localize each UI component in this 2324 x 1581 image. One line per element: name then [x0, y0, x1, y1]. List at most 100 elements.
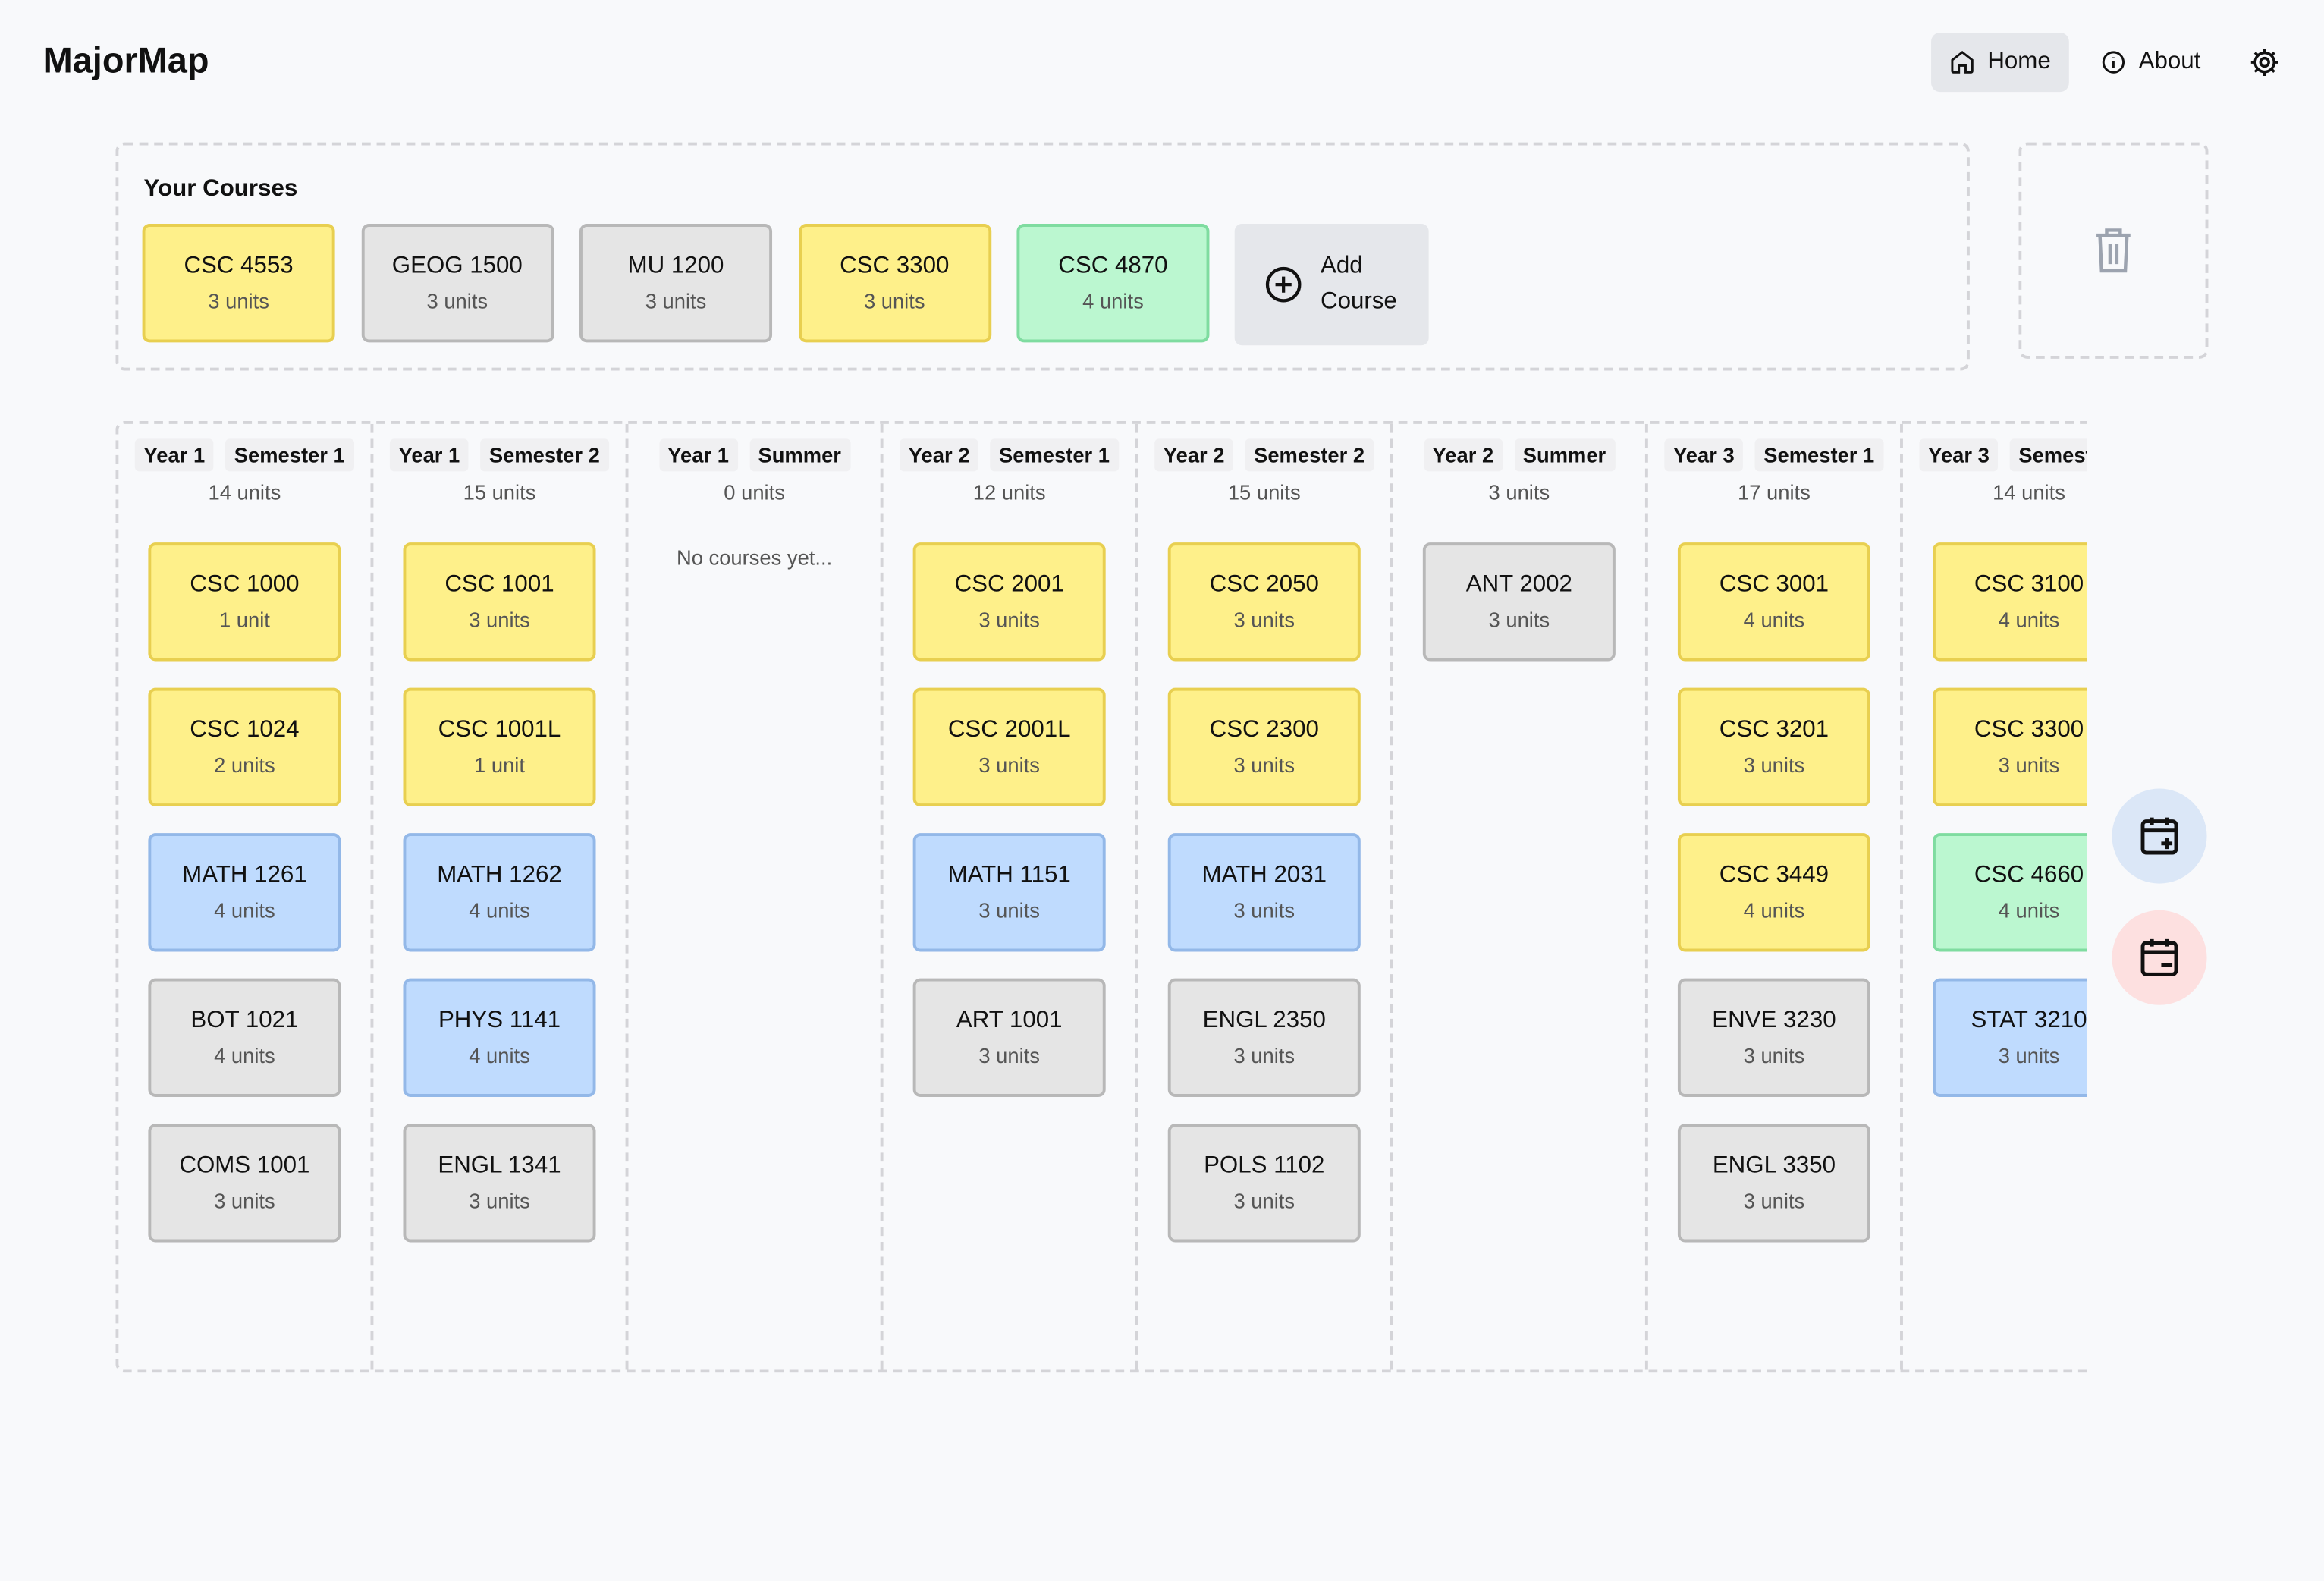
course-units: 3 units [214, 1189, 275, 1213]
course-card[interactable]: CSC 1000 1 unit [148, 542, 341, 662]
course-card[interactable]: CSC 3001 4 units [1677, 542, 1870, 662]
course-units: 3 units [1233, 1043, 1295, 1067]
remove-semester-button[interactable] [2112, 910, 2207, 1005]
nav-about[interactable]: About [2082, 33, 2223, 92]
course-code: MU 1200 [627, 253, 724, 279]
course-code: CSC 3300 [1974, 717, 2084, 743]
semester-units: 15 units [463, 480, 536, 504]
course-card[interactable]: CSC 3100 4 units [1933, 542, 2087, 662]
course-card[interactable]: CSC 1024 2 units [148, 687, 341, 806]
course-units: 4 units [469, 1043, 530, 1067]
course-card[interactable]: MATH 1262 4 units [403, 833, 596, 952]
course-card[interactable]: ENGL 3350 3 units [1677, 1124, 1870, 1243]
course-units: 3 units [1998, 753, 2060, 777]
course-code: CSC 3001 [1719, 572, 1829, 598]
course-card[interactable]: ART 1001 3 units [912, 978, 1106, 1097]
course-code: CSC 4553 [184, 253, 294, 279]
nav-label: Home [1987, 49, 2051, 74]
course-units: 1 unit [218, 608, 270, 632]
course-card[interactable]: CSC 2001 3 units [912, 542, 1106, 662]
semester-units: 3 units [1488, 480, 1550, 504]
course-card[interactable]: POLS 1102 3 units [1167, 1124, 1361, 1243]
course-card[interactable]: PHYS 1141 4 units [403, 978, 596, 1097]
course-code: CSC 1001 [444, 572, 554, 598]
nav-home[interactable]: Home [1931, 32, 2069, 93]
course-units: 3 units [426, 289, 488, 313]
year-label: Year 2 [1154, 438, 1234, 472]
course-card[interactable]: ANT 2002 3 units [1422, 542, 1616, 662]
course-code: ENGL 3350 [1712, 1153, 1836, 1179]
semester-units: 15 units [1227, 480, 1301, 504]
course-card[interactable]: CSC 1001 3 units [403, 542, 596, 662]
course-units: 3 units [978, 753, 1040, 777]
year-label: Year 1 [134, 438, 214, 472]
course-card[interactable]: STAT 3210 3 units [1933, 978, 2087, 1097]
course-card[interactable]: MATH 1151 3 units [912, 833, 1106, 952]
course-units: 3 units [1233, 753, 1295, 777]
course-units: 3 units [1743, 753, 1805, 777]
course-code: GEOG 1500 [391, 253, 523, 279]
course-code: ENVE 3230 [1712, 1007, 1836, 1033]
year-label: Year 3 [1664, 438, 1744, 472]
empty-message: No courses yet... [676, 545, 833, 570]
semester-units: 14 units [1993, 480, 2065, 504]
course-card[interactable]: BOT 1021 4 units [148, 978, 341, 1097]
course-card[interactable]: CSC 3449 4 units [1677, 833, 1870, 952]
course-card[interactable]: ENGL 2350 3 units [1167, 978, 1361, 1097]
year-label: Year 2 [1423, 438, 1503, 472]
course-card[interactable]: CSC 4660 4 units [1933, 833, 2087, 952]
course-card[interactable]: MATH 2031 3 units [1167, 833, 1361, 952]
term-label: Semester 1 [2009, 438, 2087, 472]
add-semester-button[interactable] [2112, 788, 2207, 884]
course-units: 3 units [863, 289, 925, 313]
settings-button[interactable] [2248, 46, 2281, 79]
course-code: CSC 3300 [840, 253, 950, 279]
course-card[interactable]: MATH 1261 4 units [148, 833, 341, 952]
term-label: Semester 1 [1754, 438, 1883, 472]
course-card[interactable]: COMS 1001 3 units [148, 1124, 341, 1243]
course-code: CSC 2300 [1209, 717, 1319, 743]
course-units: 4 units [214, 1043, 275, 1067]
course-card[interactable]: ENVE 3230 3 units [1677, 978, 1870, 1097]
course-code: MATH 1261 [182, 863, 307, 888]
course-card[interactable]: GEOG 1500 3 units [360, 224, 554, 343]
course-code: BOT 1021 [190, 1007, 299, 1033]
semester-column: Year 1 Semester 1 14 units CSC 1000 1 unit CS… [118, 423, 374, 1370]
course-card[interactable]: CSC 2001L 3 units [912, 687, 1106, 806]
trash-zone[interactable] [2018, 142, 2209, 359]
course-units: 3 units [1743, 1043, 1805, 1067]
course-units: 3 units [978, 608, 1040, 632]
course-card[interactable]: CSC 3300 3 units [1933, 687, 2087, 806]
planner-board: Year 1 Semester 1 14 units CSC 1000 1 unit CS… [115, 420, 2087, 1373]
course-code: STAT 3210 [1971, 1007, 2087, 1033]
course-card[interactable]: CSC 3300 3 units [798, 224, 991, 343]
course-units: 4 units [1743, 898, 1805, 923]
section-title: Your Courses [143, 176, 298, 202]
course-code: CSC 3100 [1974, 572, 2084, 598]
course-card[interactable]: CSC 2300 3 units [1167, 687, 1361, 806]
course-code: PHYS 1141 [438, 1007, 561, 1033]
course-card[interactable]: ENGL 1341 3 units [403, 1124, 596, 1243]
add-course-button[interactable]: Add Course [1234, 224, 1429, 346]
course-units: 3 units [1488, 608, 1550, 632]
nav-label: About [2138, 49, 2201, 74]
course-units: 3 units [1743, 1189, 1805, 1213]
your-courses: Your Courses CSC 4553 3 units GEOG 1500 3 u… [115, 142, 1970, 371]
course-code: CSC 3201 [1719, 717, 1829, 743]
course-card[interactable]: CSC 3201 3 units [1677, 687, 1870, 806]
course-units: 4 units [1998, 608, 2060, 632]
year-label: Year 1 [389, 438, 469, 472]
semester-units: 0 units [724, 480, 785, 504]
course-card[interactable]: MU 1200 3 units [579, 224, 773, 343]
semester-column: Year 2 Semester 2 15 units CSC 2050 3 units C… [1138, 423, 1393, 1370]
course-units: 3 units [645, 289, 707, 313]
year-label: Year 2 [900, 438, 979, 472]
course-card[interactable]: CSC 4553 3 units [142, 224, 335, 343]
course-card[interactable]: CSC 4870 4 units [1016, 224, 1210, 343]
course-code: CSC 2001L [947, 717, 1071, 743]
course-code: COMS 1001 [179, 1153, 310, 1179]
course-card[interactable]: CSC 2050 3 units [1167, 542, 1361, 662]
course-code: CSC 1000 [190, 572, 300, 598]
course-card[interactable]: CSC 1001L 1 unit [403, 687, 596, 806]
add-label: Add Course [1321, 253, 1397, 315]
